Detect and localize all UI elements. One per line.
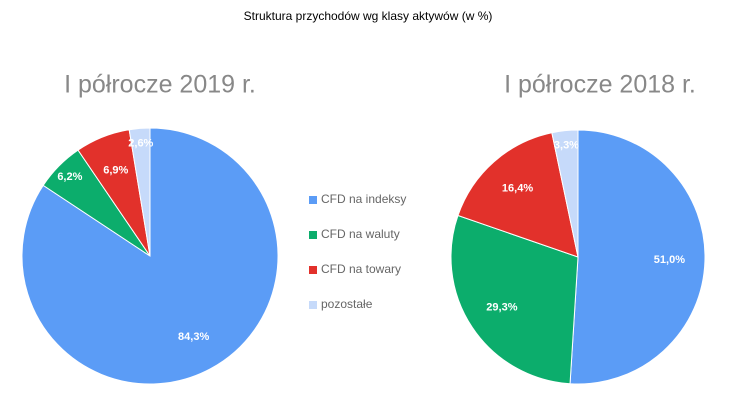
- pie-slice: [21, 127, 279, 385]
- pie-slice: [450, 214, 579, 385]
- pie-subtitle: I półrocze 2019 r.: [64, 71, 256, 99]
- value-label: 51,0%: [654, 254, 685, 266]
- legend-label: pozostałe: [321, 297, 373, 311]
- legend-swatch: [309, 196, 317, 204]
- legend-label: CFD na towary: [321, 262, 401, 276]
- value-label: 6,2%: [57, 171, 82, 183]
- pie-slice: [551, 129, 579, 258]
- legend-swatch: [309, 231, 317, 239]
- value-label: 29,3%: [486, 302, 517, 314]
- pie-slice: [569, 129, 706, 385]
- pie-slice: [128, 127, 151, 257]
- pie-subtitle: I półrocze 2018 r.: [504, 71, 696, 99]
- chart-title: Struktura przychodów wg klasy aktywów (w…: [244, 9, 493, 23]
- value-label: 2,6%: [128, 138, 153, 150]
- pie-slice: [457, 132, 579, 258]
- value-label: 6,9%: [103, 164, 128, 176]
- value-label: 3,3%: [554, 140, 579, 152]
- legend-label: CFD na waluty: [321, 227, 400, 241]
- value-label: 84,3%: [178, 331, 209, 343]
- legend-swatch: [309, 266, 317, 274]
- legend-swatch: [309, 301, 317, 309]
- legend-label: CFD na indeksy: [321, 192, 406, 206]
- value-label: 16,4%: [502, 182, 533, 194]
